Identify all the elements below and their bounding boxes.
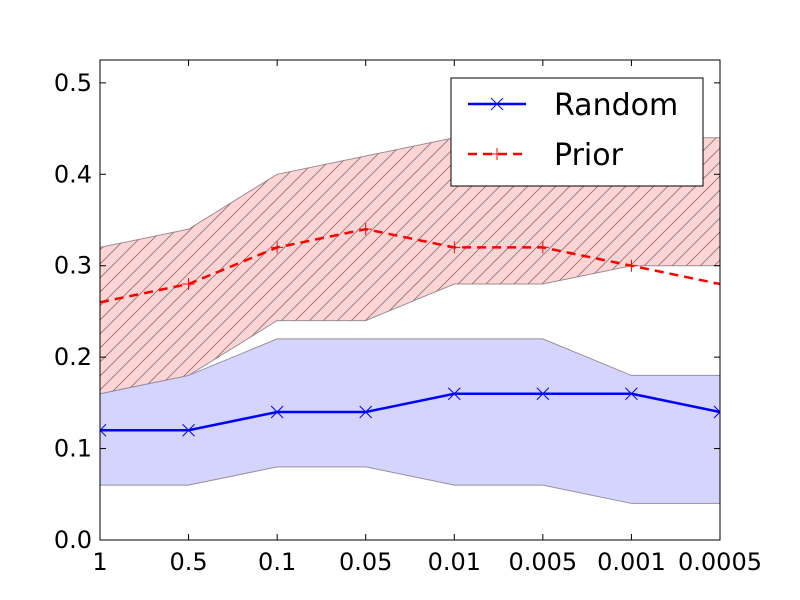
prior-line — [100, 227, 720, 304]
random-point — [359, 405, 373, 419]
prior-point — [714, 278, 720, 290]
prior-point — [182, 278, 195, 290]
prior-point — [448, 241, 461, 254]
axis-ticks — [99, 60, 721, 541]
random-point — [713, 405, 720, 419]
y-tick-label: 0.2 — [54, 343, 92, 371]
random-point — [536, 387, 550, 401]
y-tick-label: 0.1 — [54, 435, 92, 463]
legend-box — [450, 77, 704, 187]
tick-labels: 1 0.5 0.1 0.05 0.01 0.005 0.001 0.0005 0.0 0.1 0.2… — [54, 69, 762, 576]
legend-prior-label: Prior — [554, 138, 624, 173]
random-point — [182, 423, 195, 437]
x-tick-label: 0.5 — [169, 548, 207, 576]
prior-band-hatch — [100, 137, 720, 394]
y-tick-label: 0.4 — [54, 160, 92, 188]
x-tick-label: 0.05 — [339, 548, 392, 576]
x-tick-label: 0.001 — [597, 548, 666, 576]
random-point — [447, 387, 461, 401]
x-tick-label: 0.1 — [258, 548, 296, 576]
prior-point — [359, 223, 372, 236]
x-tick-label: 1 — [92, 548, 107, 576]
legend-prior-marker — [491, 148, 503, 160]
random-point — [100, 423, 107, 437]
axes-frame — [99, 59, 721, 541]
legend-random-label: Random — [554, 88, 678, 123]
x-tick-label: 0.0005 — [678, 548, 762, 576]
y-tick-label: 0.0 — [54, 526, 92, 554]
random-line — [100, 392, 720, 432]
random-point — [625, 387, 638, 401]
x-tick-label: 0.01 — [428, 548, 481, 576]
prior-point — [625, 259, 638, 272]
x-tick-label: 0.005 — [508, 548, 577, 576]
prior-point — [536, 241, 549, 254]
plot-area — [100, 137, 720, 504]
prior-point — [100, 296, 106, 309]
y-tick-label: 0.5 — [54, 69, 92, 97]
legend: Random Prior — [450, 77, 704, 187]
prior-point — [271, 241, 284, 254]
random-point — [270, 405, 284, 419]
y-tick-label: 0.3 — [54, 252, 92, 280]
legend-random-marker — [490, 97, 504, 111]
random-band — [100, 338, 720, 504]
